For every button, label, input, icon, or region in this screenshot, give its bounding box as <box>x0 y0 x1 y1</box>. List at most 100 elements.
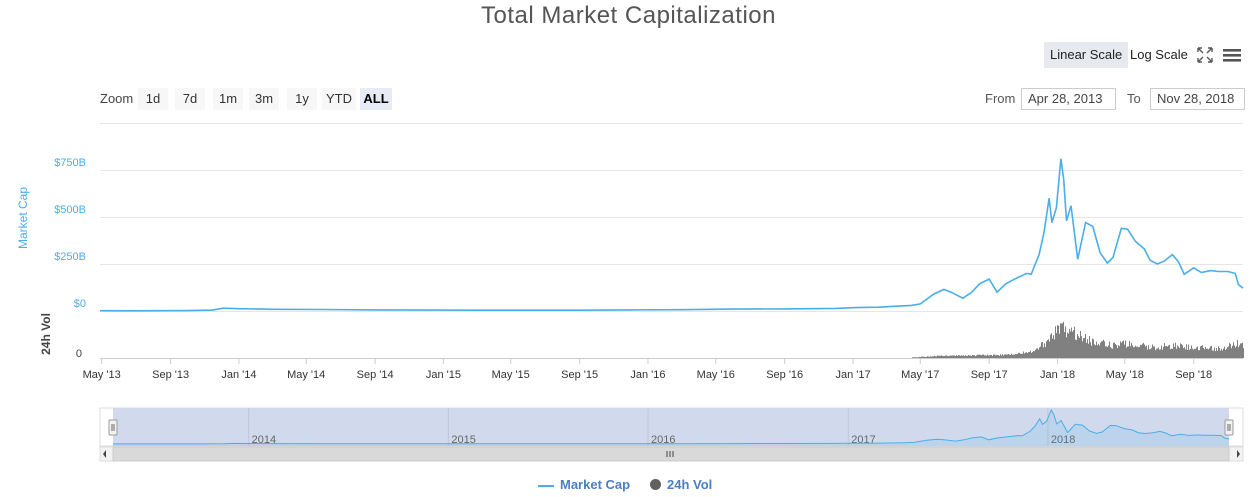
volume-bar <box>941 355 942 358</box>
volume-bar <box>1062 323 1063 358</box>
zoom-button-7d[interactable]: 7d <box>175 88 205 110</box>
volume-bar <box>1227 347 1228 358</box>
volume-bar <box>1206 348 1207 358</box>
volume-bar <box>1124 344 1125 358</box>
volume-bar <box>932 356 933 358</box>
volume-bar <box>1136 346 1137 358</box>
volume-bar <box>1074 326 1075 358</box>
volume-bar <box>938 355 939 358</box>
volume-bar <box>1198 350 1199 358</box>
volume-bar <box>937 355 938 358</box>
volume-bar <box>980 354 981 358</box>
legend-market-cap[interactable]: Market Cap <box>538 477 630 492</box>
volume-bar <box>1053 335 1054 358</box>
volume-bar <box>1131 342 1132 358</box>
log-scale-button[interactable]: Log Scale <box>1130 47 1188 62</box>
volume-axis-title: 24h Vol <box>39 313 53 355</box>
volume-bar <box>994 354 995 358</box>
volume-bar <box>1088 343 1089 358</box>
volume-bar <box>1081 336 1082 358</box>
volume-bar <box>1077 334 1078 358</box>
volume-bar <box>1022 353 1023 358</box>
volume-bar <box>915 357 916 358</box>
zoom-button-1y[interactable]: 1y <box>287 88 317 110</box>
volume-bar <box>1014 354 1015 358</box>
zoom-button-ytd[interactable]: YTD <box>322 88 356 110</box>
volume-bar <box>955 356 956 358</box>
volume-bar <box>1007 354 1008 358</box>
legend-24h-vol[interactable]: 24h Vol <box>650 477 712 492</box>
volume-bar <box>1230 344 1231 358</box>
volume-bar <box>1151 347 1152 358</box>
volume-bar <box>1123 340 1124 358</box>
volume-bar <box>1083 338 1084 358</box>
menu-icon[interactable] <box>1222 46 1242 64</box>
volume-bar <box>921 356 922 358</box>
volume-bar <box>933 356 934 358</box>
to-date-input[interactable]: Nov 28, 2018 <box>1150 88 1245 110</box>
volume-bar <box>1125 340 1126 358</box>
volume-bar <box>1114 342 1115 358</box>
volume-bar <box>958 355 959 358</box>
volume-bar <box>989 355 990 358</box>
navigator-scrollbar-thumb <box>112 446 1230 462</box>
navigator-year-label: 2015 <box>451 434 475 446</box>
volume-bar <box>973 355 974 358</box>
volume-bar <box>949 355 950 358</box>
volume-bar <box>1210 346 1211 358</box>
volume-bar <box>913 357 914 358</box>
zoom-button-1d[interactable]: 1d <box>138 88 168 110</box>
navigator-area <box>113 410 1229 446</box>
volume-bar <box>963 355 964 358</box>
volume-bar <box>1051 333 1052 358</box>
linear-scale-button[interactable]: Linear Scale <box>1044 42 1129 68</box>
x-tick-label: Jan '16 <box>630 369 665 381</box>
volume-bar <box>957 356 958 358</box>
volume-bar <box>1194 348 1195 358</box>
volume-bar <box>1057 325 1058 358</box>
volume-bar <box>951 355 952 358</box>
volume-bar <box>1171 348 1172 358</box>
volume-bar <box>1073 330 1074 358</box>
volume-bar <box>1116 345 1117 358</box>
volume-bar <box>1190 348 1191 358</box>
volume-bar <box>1024 353 1025 358</box>
volume-bar <box>998 355 999 358</box>
volume-bar <box>1220 350 1221 358</box>
volume-bar <box>1203 347 1204 358</box>
legend-market-cap-label: Market Cap <box>560 477 631 492</box>
volume-bar <box>1239 345 1240 358</box>
volume-bar <box>1032 351 1033 358</box>
volume-bar <box>1169 344 1170 358</box>
volume-bar <box>1216 347 1217 358</box>
volume-bar <box>960 355 961 358</box>
market-cap-line <box>99 158 1244 312</box>
volume-bar <box>1121 342 1122 358</box>
volume-bar <box>1102 341 1103 358</box>
volume-bar <box>1160 349 1161 358</box>
zoom-button-3m[interactable]: 3m <box>249 88 279 110</box>
volume-bar <box>1113 343 1114 358</box>
volume-bar <box>1028 352 1029 358</box>
navigator-selection <box>113 408 1229 446</box>
volume-bar <box>942 355 943 358</box>
volume-bar <box>1021 353 1022 358</box>
volume-bar <box>927 356 928 358</box>
navigator-right-handle <box>1224 419 1234 436</box>
zoom-button-1m[interactable]: 1m <box>213 88 243 110</box>
volume-bar <box>1055 326 1056 358</box>
fullscreen-icon[interactable] <box>1196 46 1214 64</box>
volume-bar <box>948 356 949 358</box>
volume-bar <box>1155 350 1156 358</box>
volume-bar <box>1118 345 1119 358</box>
x-tick-label: Sep '16 <box>766 369 803 381</box>
volume-bar <box>1162 349 1163 358</box>
volume-bar <box>1043 347 1044 358</box>
volume-bar <box>984 355 985 358</box>
from-date-input[interactable]: Apr 28, 2013 <box>1021 88 1116 110</box>
volume-bar <box>969 355 970 358</box>
volume-bar <box>1168 345 1169 358</box>
volume-bar <box>1106 346 1107 358</box>
zoom-button-all[interactable]: ALL <box>360 88 392 110</box>
